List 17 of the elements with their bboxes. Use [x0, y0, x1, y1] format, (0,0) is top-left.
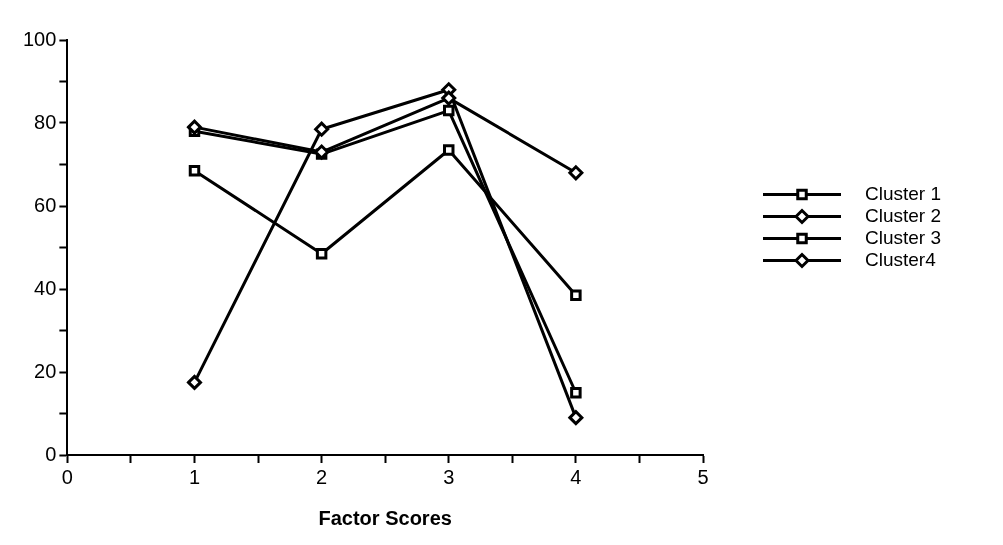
x-tick-label: 3	[443, 465, 455, 488]
x-tick-label: 5	[697, 465, 709, 488]
x-tick-label: 1	[188, 465, 201, 488]
x-tick-label: 0	[61, 465, 73, 488]
x-tick-label: 2	[316, 465, 328, 488]
legend-label: Cluster4	[865, 248, 937, 270]
y-tick-label: 20	[34, 359, 57, 382]
y-tick-label: 80	[34, 110, 57, 133]
legend-label: Cluster 3	[865, 226, 942, 248]
y-tick-label: 40	[34, 276, 57, 299]
y-tick-label: 0	[45, 442, 57, 465]
legend-label: Cluster 2	[865, 204, 942, 226]
y-tick-label: 100	[22, 27, 57, 50]
y-tick-label: 60	[34, 193, 57, 216]
x-axis-title: Factor Scores	[318, 506, 452, 529]
x-tick-label: 4	[570, 465, 582, 488]
legend-label: Cluster 1	[865, 182, 942, 204]
